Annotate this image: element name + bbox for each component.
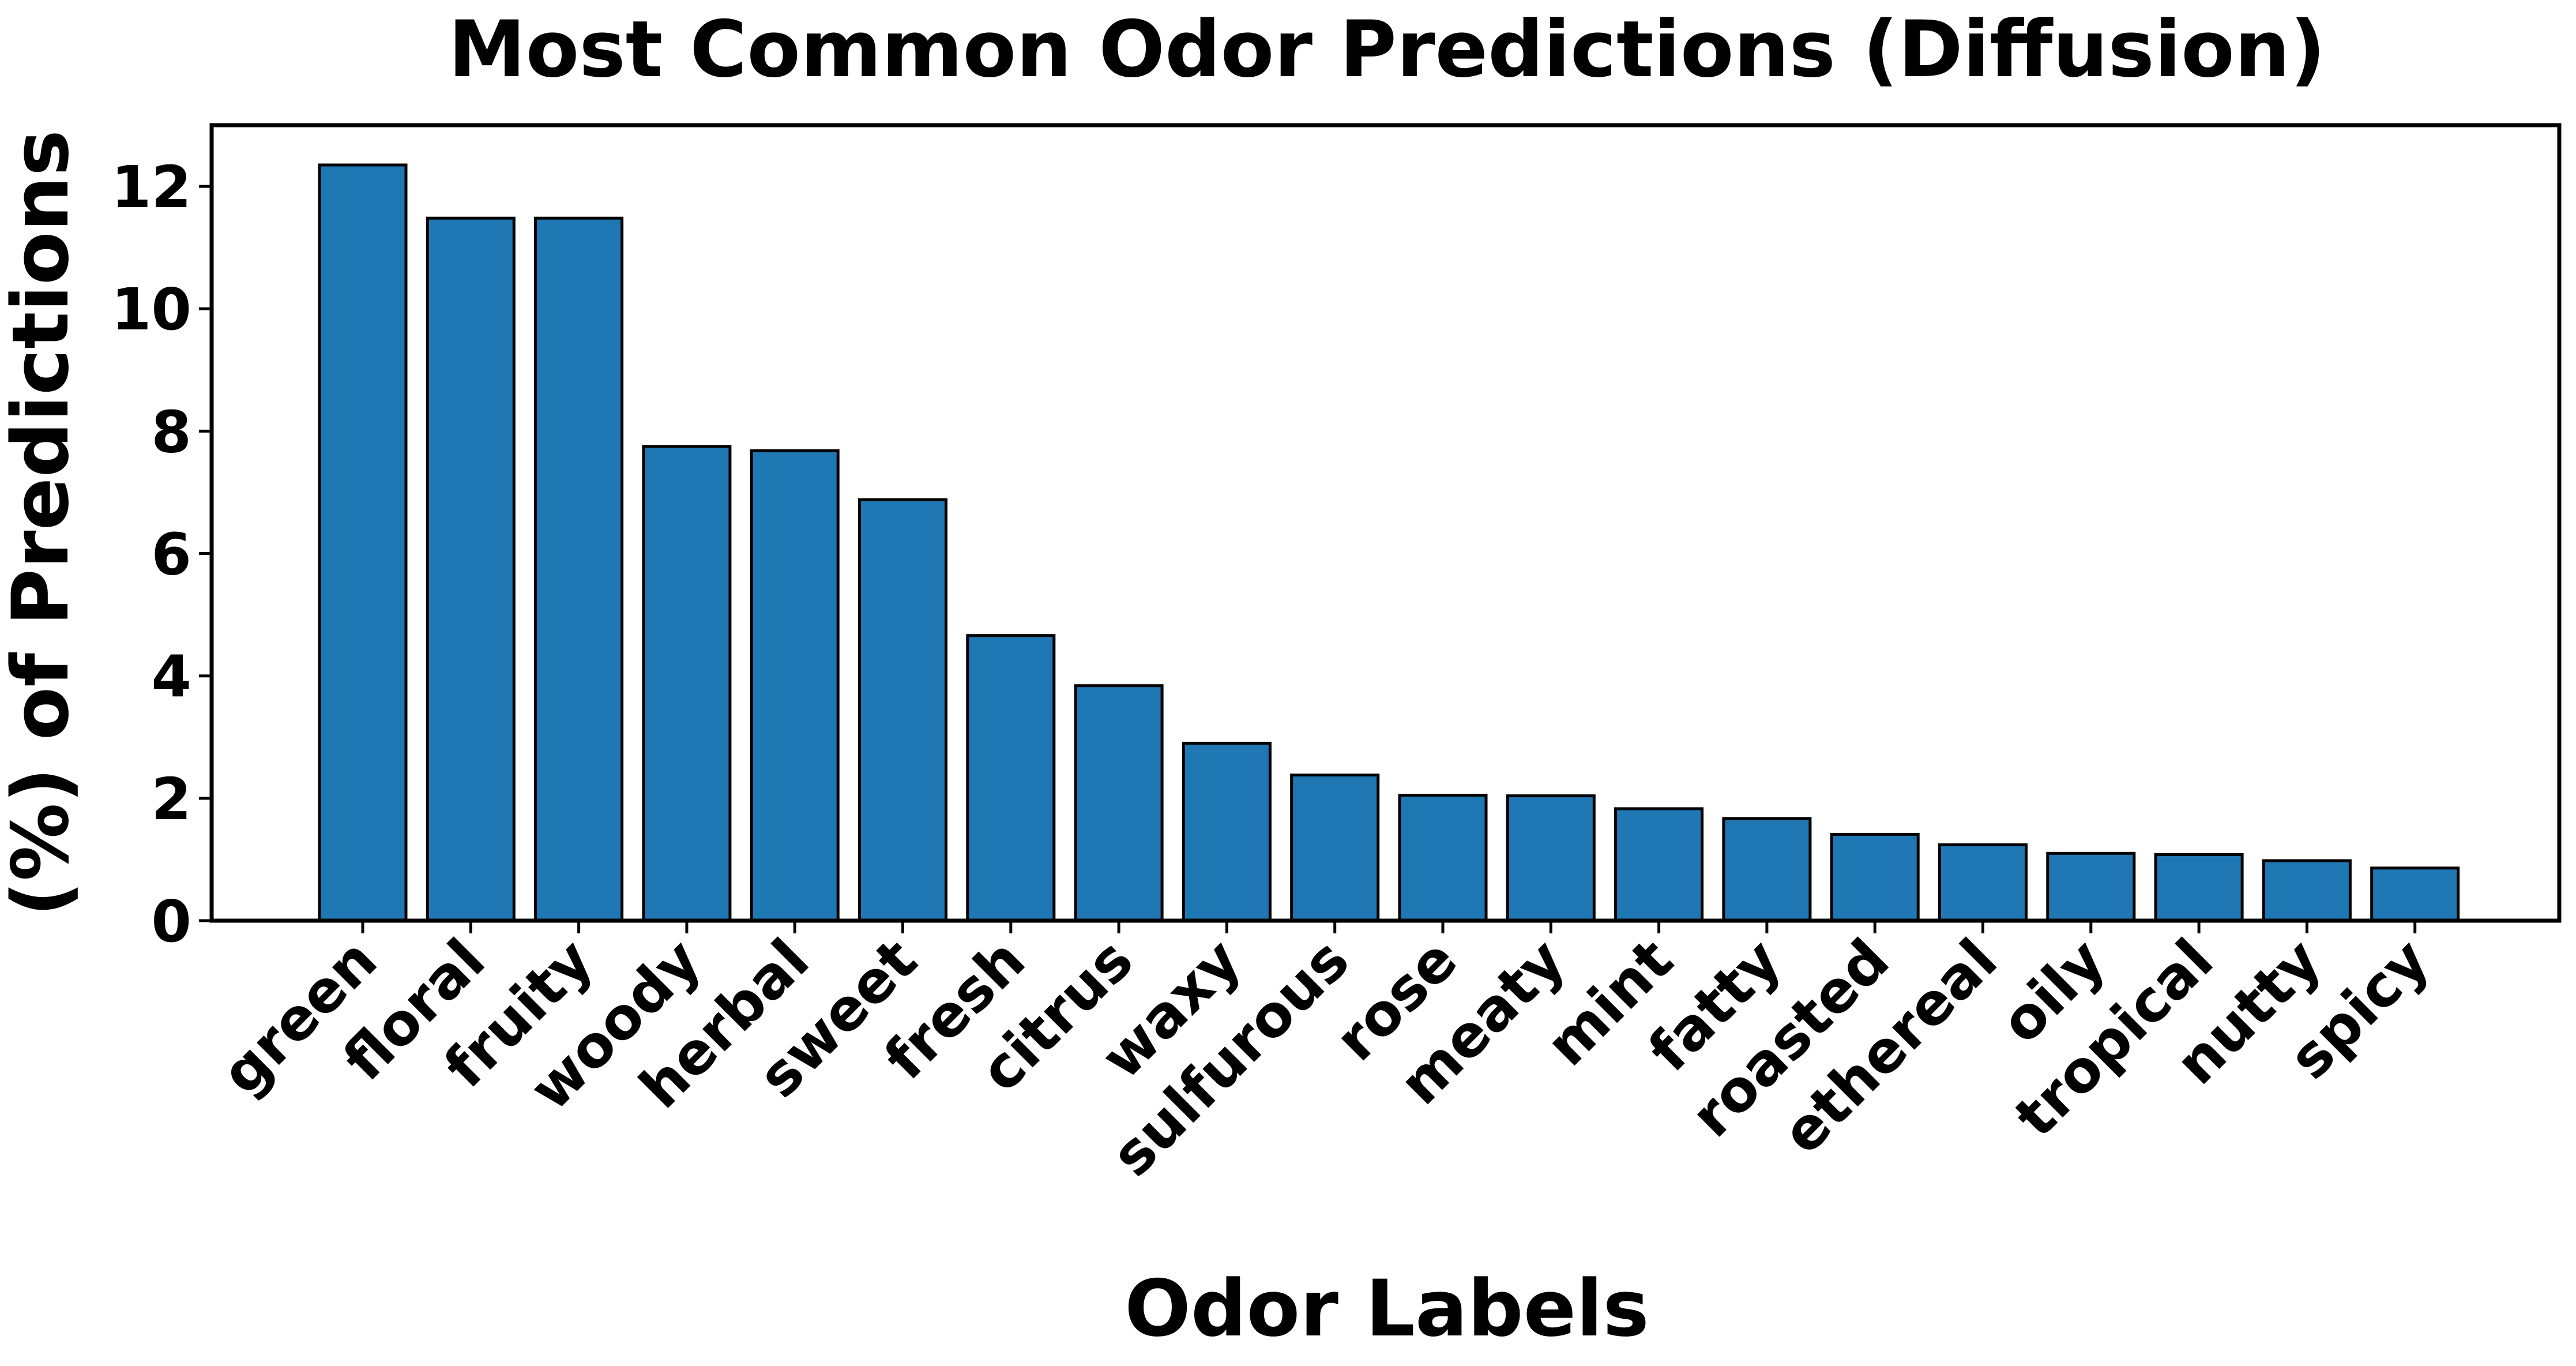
bar-woody <box>642 445 732 922</box>
bar-roasted <box>1830 832 1920 922</box>
x-axis-ticks: greenfloralfruitywoodyherbalsweetfreshci… <box>208 921 2442 1189</box>
bar-rose <box>1398 794 1488 922</box>
y-tick-label: 2 <box>151 765 191 833</box>
y-tick-label: 6 <box>151 521 191 588</box>
bar-nutty <box>2262 859 2352 922</box>
bar-citrus <box>1074 684 1164 922</box>
plot-frame <box>209 123 2562 923</box>
bar-waxy <box>1182 741 1272 922</box>
bar-spicy <box>2370 866 2460 922</box>
chart-title: Most Common Odor Predictions (Diffusion) <box>448 4 2325 95</box>
bar-fresh <box>966 634 1056 922</box>
bar-oily <box>2046 851 2136 922</box>
bar-tropical <box>2154 853 2244 922</box>
y-tick-label: 10 <box>111 276 191 343</box>
bar-sweet <box>858 498 947 922</box>
bar-ethereal <box>1938 843 2028 922</box>
y-tick-label: 0 <box>151 888 191 955</box>
bar-herbal <box>750 449 840 922</box>
y-tick-label: 8 <box>151 398 191 466</box>
bar-green <box>318 163 408 922</box>
bar-floral <box>426 216 516 922</box>
x-axis-label: Odor Labels <box>1125 1263 1649 1354</box>
y-tick-label: 12 <box>111 153 191 221</box>
y-tick-label: 4 <box>151 643 191 711</box>
bar-meaty <box>1506 794 1596 922</box>
y-axis-label: (%) of Predictions <box>0 130 86 917</box>
bar-mint <box>1614 807 1704 922</box>
bar-fatty <box>1722 817 1812 922</box>
bar-fruity <box>534 216 624 922</box>
y-axis-ticks: 0 2 4 6 8 10 12 <box>111 153 212 955</box>
bar-sulfurous <box>1290 774 1380 922</box>
bars-group <box>318 163 2460 922</box>
